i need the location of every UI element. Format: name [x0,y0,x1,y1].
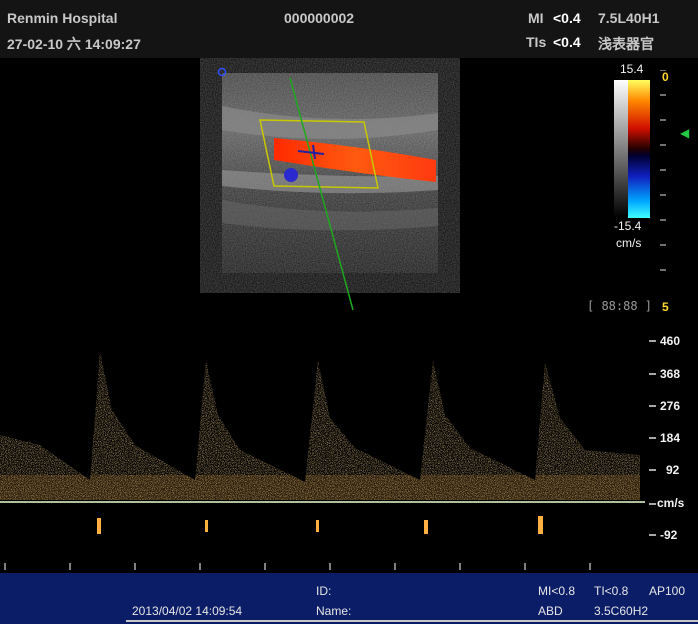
footer-ti: TI<0.8 [594,584,629,598]
footer-exam: ABD [538,604,563,618]
footer-id-label: ID: [316,584,332,598]
baseline-arrow-icon[interactable]: ◀ [680,126,690,140]
depth-ruler [660,70,666,271]
spectral-label-276: 276 [660,399,681,413]
patient-code: 000000002 [284,10,355,26]
spectral-ruler [649,340,656,536]
color-sample-box [259,119,379,189]
spectral-label-460: 460 [660,334,681,348]
header-bar [0,0,698,58]
color-scale-top: 15.4 [620,62,644,76]
preset-name: 浅表器官 [598,36,654,52]
footer-name-label: Name: [316,604,352,618]
hospital-name: Renmin Hospital [7,10,118,26]
reverse-flow-marks [97,516,543,534]
spectral-label-neg92: -92 [660,528,678,542]
footer-ap: AP100 [649,584,686,598]
cine-timer: [ 88:88 ] [587,299,653,313]
tis-label: TIs [526,34,547,50]
depth-bottom-label: 5 [662,300,669,314]
flow-blue-spot [284,168,298,182]
mi-label: MI [528,10,544,26]
depth-zero-label: 0 [662,70,669,84]
color-bar-gray [614,80,628,218]
footer-bar [0,573,698,624]
spectral-unit: cm/s [657,496,685,510]
footer-probe: 3.5C60H2 [594,604,649,618]
color-scale-bottom: -15.4 [614,219,642,233]
footer-date: 2013/04/02 14:09:54 [132,604,243,618]
spectral-doppler [0,352,645,570]
color-scale-unit: cm/s [616,236,642,250]
spectral-label-368: 368 [660,367,681,381]
probe-name: 7.5L40H1 [598,10,660,26]
exam-datetime: 27-02-10 六 14:09:27 [7,36,141,52]
spectral-label-184: 184 [660,431,681,445]
focus-marker-icon [217,67,227,77]
b-mode-image [217,67,438,311]
doppler-cursor-line[interactable] [289,77,354,311]
sample-gate-marker[interactable] [297,150,325,155]
tis-value: <0.4 [553,34,581,50]
footer-mi: MI<0.8 [538,584,576,598]
mi-value: <0.4 [553,10,581,26]
footer-divider [126,620,698,622]
spectral-label-92: 92 [666,463,680,477]
